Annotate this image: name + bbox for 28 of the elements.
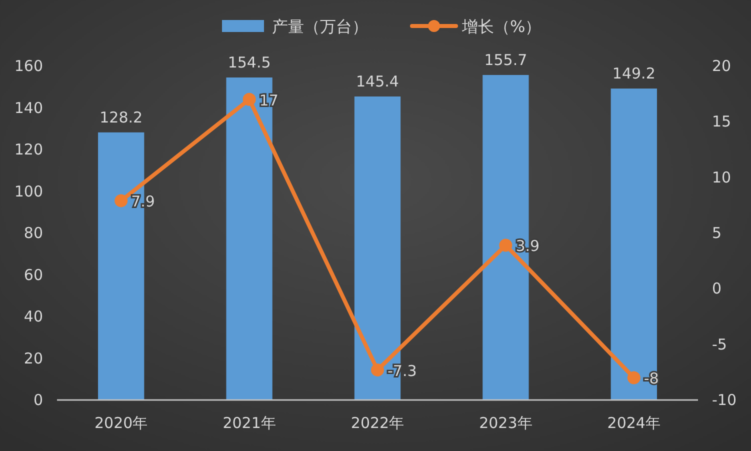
y2-tick-label: 0	[712, 280, 722, 298]
x-tick-label: 2023年	[479, 414, 532, 432]
x-tick-label: 2021年	[222, 414, 276, 432]
y-tick-label: 60	[24, 266, 43, 284]
y-tick-label: 40	[24, 308, 43, 326]
legend-label: 增长（%）	[461, 17, 542, 36]
y2-tick-label: -10	[712, 391, 736, 409]
y-tick-label: 80	[24, 224, 43, 242]
data-label: 128.2	[100, 108, 143, 126]
y2-tick-label: 20	[712, 57, 732, 75]
data-label: 154.5	[228, 53, 271, 72]
y2-tick-label: 15	[712, 112, 732, 131]
y-tick-label: 140	[14, 98, 43, 117]
x-tick-label: 2022年	[350, 414, 404, 432]
data-label: 155.7	[484, 50, 528, 69]
x-tick-label: 2024年	[607, 414, 660, 432]
y-tick-label: 120	[14, 140, 43, 158]
legend-label: 产量（万台）	[272, 17, 368, 36]
y-tick-label: 160	[14, 57, 43, 75]
y-tick-label: 100	[14, 182, 43, 200]
y2-tick-label: 10	[712, 168, 732, 186]
x-tick-label: 2020年	[94, 414, 148, 432]
y-tick-label: 0	[33, 391, 43, 409]
data-label: 145.4	[356, 72, 399, 90]
y-tick-label: 20	[24, 349, 43, 368]
y2-tick-label: 5	[712, 224, 722, 242]
data-label: 149.2	[612, 64, 656, 83]
y2-tick-label: -5	[712, 335, 727, 354]
